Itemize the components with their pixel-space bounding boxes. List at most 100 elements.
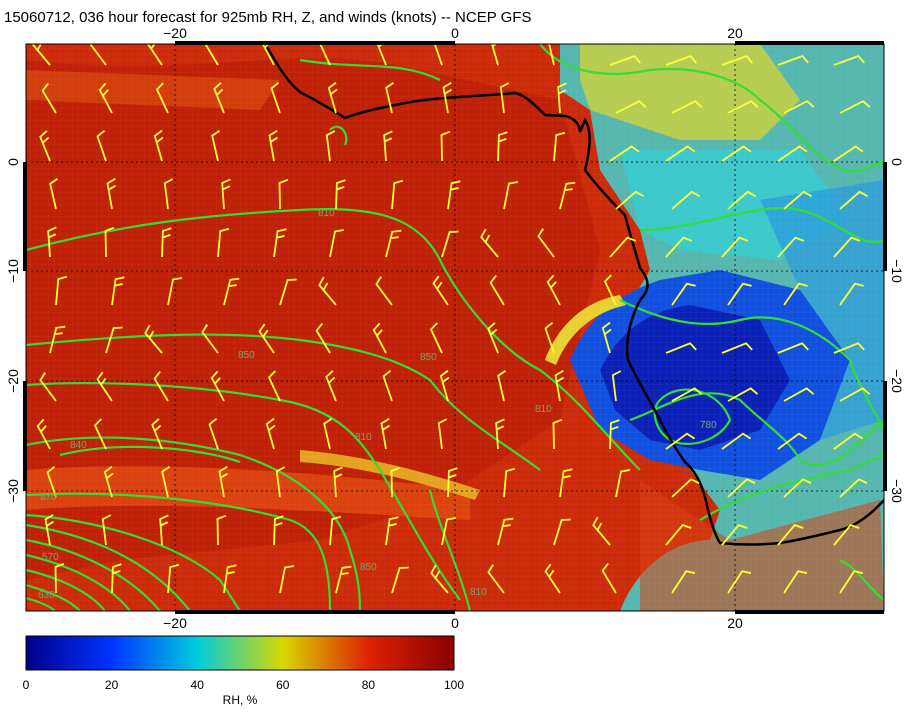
- contour-label: 810: [470, 587, 487, 598]
- axis-right: 0 −10 −20 −30: [889, 158, 905, 503]
- wind-barb: [783, 100, 815, 114]
- wind-barb: [275, 466, 286, 498]
- wind-barb: [615, 100, 647, 114]
- wind-barb: [211, 129, 221, 162]
- wind-barb: [315, 323, 331, 354]
- wind-barb: [503, 467, 516, 498]
- wind-barb: [839, 387, 871, 402]
- wind-barb: [553, 131, 566, 162]
- graticule: [26, 44, 884, 611]
- wind-barb: [55, 275, 68, 306]
- lon-tick-label: −20: [163, 25, 187, 41]
- wind-barb: [49, 325, 66, 354]
- wind-barb: [167, 277, 182, 306]
- wind-barb: [833, 524, 860, 546]
- wind-barb: [103, 465, 114, 498]
- wind-barb: [447, 180, 461, 210]
- wind-barb: [153, 371, 169, 402]
- wind-barb: [665, 145, 696, 162]
- wind-barb: [267, 370, 281, 402]
- wind-barb: [727, 282, 752, 306]
- wind-barb: [497, 131, 508, 162]
- wind-barb: [615, 190, 645, 210]
- wind-barb: [727, 100, 759, 114]
- wind-barb: [890, 434, 906, 449]
- wind-barb: [783, 387, 815, 402]
- wind-barb: [833, 432, 864, 450]
- wind-barb: [258, 323, 275, 354]
- wind-barb: [429, 322, 443, 354]
- contour-label: 630: [38, 590, 55, 601]
- lon-tick-label: 20: [727, 615, 743, 631]
- wind-barb: [896, 284, 906, 305]
- wind-barb: [592, 516, 611, 546]
- wind-barb: [489, 275, 505, 306]
- wind-barb: [385, 516, 399, 546]
- axis-bottom: −20 0 20: [163, 615, 743, 631]
- wind-barb: [144, 324, 163, 354]
- wind-barb: [161, 465, 171, 498]
- wind-barb: [896, 101, 906, 113]
- wind-barb: [221, 178, 231, 210]
- wind-barb: [41, 83, 57, 114]
- wind-barb: [430, 564, 449, 594]
- colorbar-tick-label: 100: [444, 678, 464, 692]
- wind-barb: [671, 478, 700, 498]
- wind-barb: [323, 417, 333, 450]
- wind-barb: [783, 282, 808, 306]
- wind-barb: [727, 387, 759, 402]
- wind-barb: [601, 563, 617, 594]
- wind-barb: [721, 236, 749, 258]
- wind-barb: [318, 276, 337, 306]
- wind-barb: [49, 177, 59, 210]
- wind-barb: [382, 370, 393, 402]
- wind-barb: [833, 145, 864, 162]
- wind-barb: [265, 417, 276, 450]
- wind-barb: [441, 517, 456, 546]
- wind-barb: [671, 100, 703, 114]
- wind-barb: [721, 524, 748, 546]
- lat-tick-label: −30: [5, 479, 21, 503]
- wind-barb: [105, 326, 123, 354]
- axis-top: −20 0 20: [163, 25, 743, 41]
- wind-barb: [104, 226, 115, 258]
- wind-barb: [603, 274, 617, 306]
- wind-barb: [440, 130, 451, 162]
- wind-barb: [319, 44, 331, 66]
- wind-barb: [439, 369, 450, 402]
- colorbar-tick-label: 60: [276, 678, 290, 692]
- wind-barb: [447, 467, 458, 498]
- wind-barb: [721, 145, 752, 162]
- contour-label: 850: [238, 350, 255, 361]
- wind-barb: [727, 190, 757, 210]
- contour-label: 840: [70, 440, 87, 451]
- map-border-bars: [23, 41, 887, 614]
- wind-barb: [335, 179, 346, 210]
- wind-barb: [839, 190, 869, 210]
- lat-tick-label: 0: [889, 158, 905, 166]
- wind-barb: [487, 322, 499, 354]
- wind-barb: [890, 525, 906, 545]
- wind-barb: [217, 227, 230, 258]
- wind-barb: [163, 178, 174, 210]
- wind-barb: [727, 570, 752, 594]
- wind-barb: [495, 418, 505, 450]
- axis-left: 0 −10 −20 −30: [5, 158, 21, 503]
- wind-barb: [671, 190, 701, 210]
- colorbar: 0 20 40 60 80 100 RH, %: [23, 635, 464, 707]
- wind-barb: [329, 515, 342, 546]
- wind-barb: [537, 228, 555, 258]
- wind-barb: [442, 82, 452, 114]
- wind-barb: [777, 55, 809, 66]
- wind-barb: [601, 321, 612, 354]
- wind-barb: [721, 55, 753, 66]
- wind-barb: [268, 130, 278, 162]
- wind-barb: [839, 282, 864, 306]
- wind-barb: [93, 418, 107, 450]
- wind-barb: [273, 228, 287, 258]
- wind-barb: [380, 418, 390, 450]
- map-title: 15060712, 036 hour forecast for 925mb RH…: [4, 9, 532, 26]
- wind-barb: [777, 342, 809, 354]
- wind-barb: [503, 181, 518, 210]
